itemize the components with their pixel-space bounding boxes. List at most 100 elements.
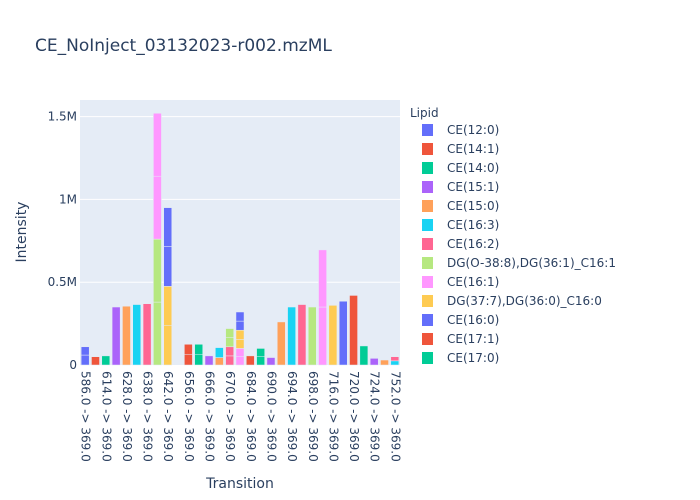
bar-segment[interactable] [225, 346, 234, 357]
bar-segment[interactable] [163, 325, 173, 366]
legend-swatch [422, 352, 433, 364]
legend-swatch [422, 333, 433, 345]
x-tick-label: 694.0 -> 369.0 [285, 371, 299, 462]
bar-segment[interactable] [194, 344, 203, 355]
bar-segment[interactable] [153, 238, 162, 303]
legend-item-label[interactable]: CE(14:1) [447, 142, 499, 156]
x-tick-labels: 586.0 -> 369.0 614.0 -> 369.0 628.0 -> 369… [79, 371, 403, 462]
legend-item-label[interactable]: CE(15:1) [447, 180, 499, 194]
bar-segment[interactable] [122, 305, 131, 366]
bar-segment[interactable] [307, 306, 317, 366]
bar-segment[interactable] [153, 113, 162, 177]
x-tick-label: 690.0 -> 369.0 [264, 371, 278, 462]
bar-segment[interactable] [390, 356, 400, 362]
x-tick-label: 614.0 -> 369.0 [99, 371, 113, 462]
bar-segment[interactable] [287, 306, 296, 366]
bar-segment[interactable] [111, 306, 121, 366]
bar-segment[interactable] [235, 320, 245, 331]
x-tick-label: 642.0 -> 369.0 [161, 371, 175, 462]
legend-item-label[interactable]: CE(16:0) [447, 313, 499, 327]
x-tick-label: 752.0 -> 369.0 [388, 371, 402, 462]
bar-segment[interactable] [318, 306, 327, 366]
y-axis-title: Intensity [14, 202, 30, 263]
bar-segment[interactable] [153, 301, 162, 366]
bar-segment[interactable] [101, 355, 111, 366]
legend-swatch [422, 143, 433, 155]
x-tick-label: 716.0 -> 369.0 [326, 371, 340, 462]
x-axis-title: Transition [205, 476, 274, 492]
x-tick-label: 586.0 -> 369.0 [79, 371, 93, 462]
bar-segment[interactable] [369, 358, 379, 366]
x-tick-label: 638.0 -> 369.0 [141, 371, 155, 462]
y-tick-label: 1.5M [48, 110, 77, 124]
bar-segment[interactable] [80, 354, 90, 366]
x-tick-label: 724.0 -> 369.0 [368, 371, 382, 462]
legend-swatch [422, 295, 433, 307]
gridlines [80, 116, 400, 283]
bar-segment[interactable] [225, 328, 234, 338]
bar-segment[interactable] [380, 359, 389, 366]
x-tick-label: 684.0 -> 369.0 [244, 371, 258, 462]
bar-segment[interactable] [297, 304, 307, 366]
bar-segment[interactable] [215, 347, 224, 358]
bar-segment[interactable] [184, 353, 193, 366]
legend-item-label[interactable]: CE(17:1) [447, 332, 499, 346]
bar-segment[interactable] [328, 305, 338, 366]
x-tick-label: 720.0 -> 369.0 [347, 371, 361, 462]
bar-segment[interactable] [266, 357, 276, 366]
legend-swatch [422, 276, 433, 288]
bar-segment[interactable] [142, 303, 152, 366]
bar-segment[interactable] [338, 300, 348, 366]
bar-segment[interactable] [256, 348, 265, 357]
bar-segment[interactable] [349, 295, 358, 366]
bar-segment[interactable] [132, 304, 142, 366]
legend-item-label[interactable]: CE(16:1) [447, 275, 499, 289]
x-tick-label: 656.0 -> 369.0 [182, 371, 196, 462]
bar-segment[interactable] [225, 337, 234, 348]
legend-item-label[interactable]: DG(37:7),DG(36:0)_C16:0 [447, 294, 602, 308]
legend-swatch [422, 219, 433, 231]
legend-swatch [422, 162, 433, 174]
y-tick-label: 0 [69, 358, 77, 372]
chart-title: CE_NoInject_03132023-r002.mzML [35, 36, 332, 56]
bar-segment[interactable] [246, 355, 255, 366]
legend-item-label[interactable]: DG(O-38:8),DG(36:1)_C16:1 [447, 256, 616, 270]
bar-segment[interactable] [235, 348, 245, 357]
x-tick-label: 698.0 -> 369.0 [306, 371, 320, 462]
x-tick-label: 666.0 -> 369.0 [203, 371, 217, 462]
bar-segment[interactable] [91, 356, 100, 366]
bar-segment[interactable] [153, 175, 162, 240]
bar-segment[interactable] [235, 339, 245, 349]
y-tick-label: 0.5M [48, 275, 77, 289]
bar-segment[interactable] [235, 356, 245, 366]
legend-swatch [422, 124, 433, 136]
bars[interactable] [80, 113, 400, 366]
bar-segment[interactable] [194, 353, 203, 366]
bar-segment[interactable] [163, 286, 173, 326]
bar-segment[interactable] [80, 346, 90, 356]
bar-segment[interactable] [390, 360, 400, 366]
bar-segment[interactable] [277, 321, 286, 366]
bar-segment[interactable] [235, 311, 245, 322]
bar-segment[interactable] [163, 246, 173, 287]
bar-segment[interactable] [204, 355, 214, 366]
bar-segment[interactable] [225, 355, 234, 366]
legend-item-label[interactable]: CE(14:0) [447, 161, 499, 175]
legend-item-label[interactable]: CE(12:0) [447, 123, 499, 137]
legend-swatch [422, 238, 433, 250]
bar-segment[interactable] [235, 329, 245, 340]
bar-segment[interactable] [163, 207, 173, 247]
y-tick-label: 1M [59, 192, 77, 206]
legend[interactable]: Lipid CE(12:0) CE(14:1) CE(14:0) CE(15:1) CE… [410, 106, 616, 365]
bar-segment[interactable] [256, 356, 265, 366]
legend-item-label[interactable]: CE(17:0) [447, 351, 499, 365]
legend-item-label[interactable]: CE(16:3) [447, 218, 499, 232]
legend-item-label[interactable]: CE(15:0) [447, 199, 499, 213]
bar-segment[interactable] [215, 357, 224, 366]
x-tick-label: 628.0 -> 369.0 [120, 371, 134, 462]
bar-segment[interactable] [184, 344, 193, 355]
legend-item-label[interactable]: CE(16:2) [447, 237, 499, 251]
bar-segment[interactable] [359, 345, 369, 366]
bar-segment[interactable] [318, 249, 327, 308]
